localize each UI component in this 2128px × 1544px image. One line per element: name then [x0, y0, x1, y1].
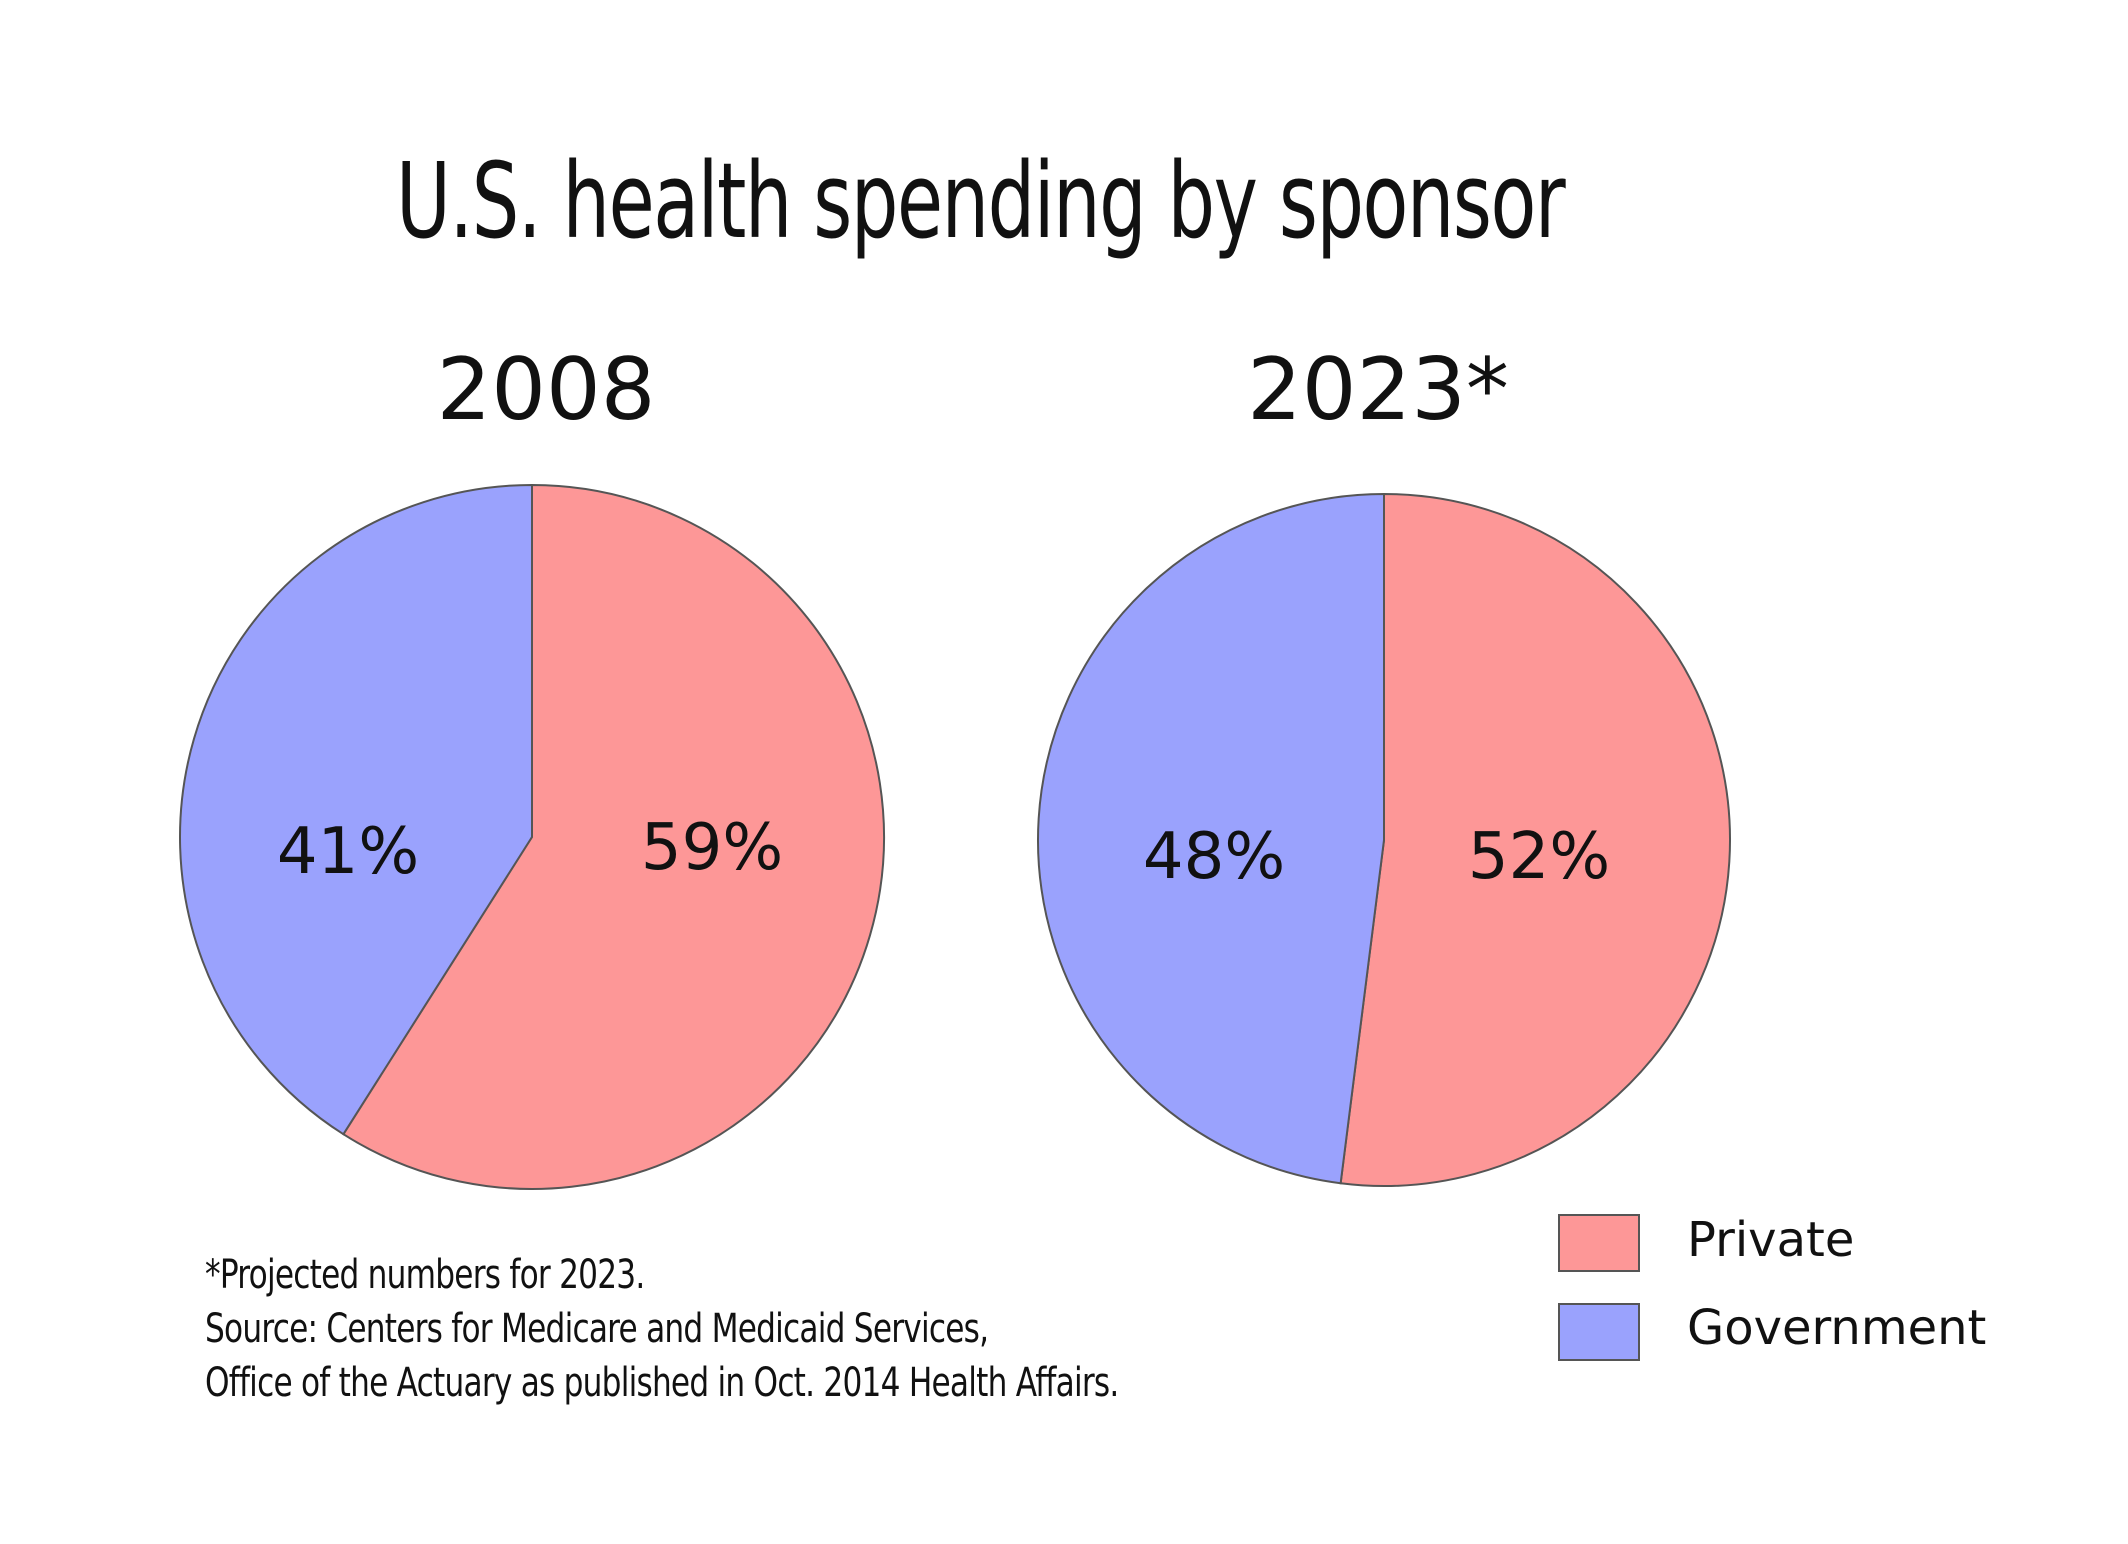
- legend-label-private: Private: [1687, 1212, 1855, 1268]
- footnote-source-cont: Office of the Actuary as published in Oc…: [205, 1360, 1119, 1406]
- pie-slice-2008-private: [342, 483, 885, 1190]
- slice-label-2023-private: 52%: [1467, 820, 1611, 894]
- slice-label-2008-private: 59%: [640, 811, 784, 885]
- pie-slice-2023-private: [1339, 492, 1732, 1187]
- footnote-source: Source: Centers for Medicare and Medicai…: [205, 1306, 989, 1352]
- pie-slice-2023-government: [1037, 492, 1385, 1185]
- slice-label-2008-government: 41%: [276, 815, 420, 889]
- pie-slice-2008-government: [179, 483, 533, 1136]
- chart-title: U.S. health spending by sponsor: [396, 140, 1566, 262]
- legend-label-government: Government: [1687, 1300, 1987, 1356]
- pie-title-2008: 2008: [436, 340, 656, 440]
- legend-swatch-private: [1558, 1214, 1640, 1272]
- legend-swatch-government: [1558, 1303, 1640, 1361]
- footnote-projected: *Projected numbers for 2023.: [205, 1252, 645, 1298]
- slice-label-2023-government: 48%: [1142, 820, 1286, 894]
- pie-title-2023: 2023*: [1247, 340, 1509, 440]
